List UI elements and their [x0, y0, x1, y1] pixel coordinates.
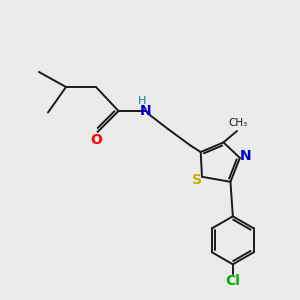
Text: N: N: [140, 104, 151, 118]
Text: S: S: [192, 173, 202, 188]
Text: CH₃: CH₃: [228, 118, 248, 128]
Text: Cl: Cl: [225, 274, 240, 288]
Text: N: N: [240, 149, 252, 164]
Text: H: H: [138, 95, 146, 106]
Text: O: O: [90, 133, 102, 147]
